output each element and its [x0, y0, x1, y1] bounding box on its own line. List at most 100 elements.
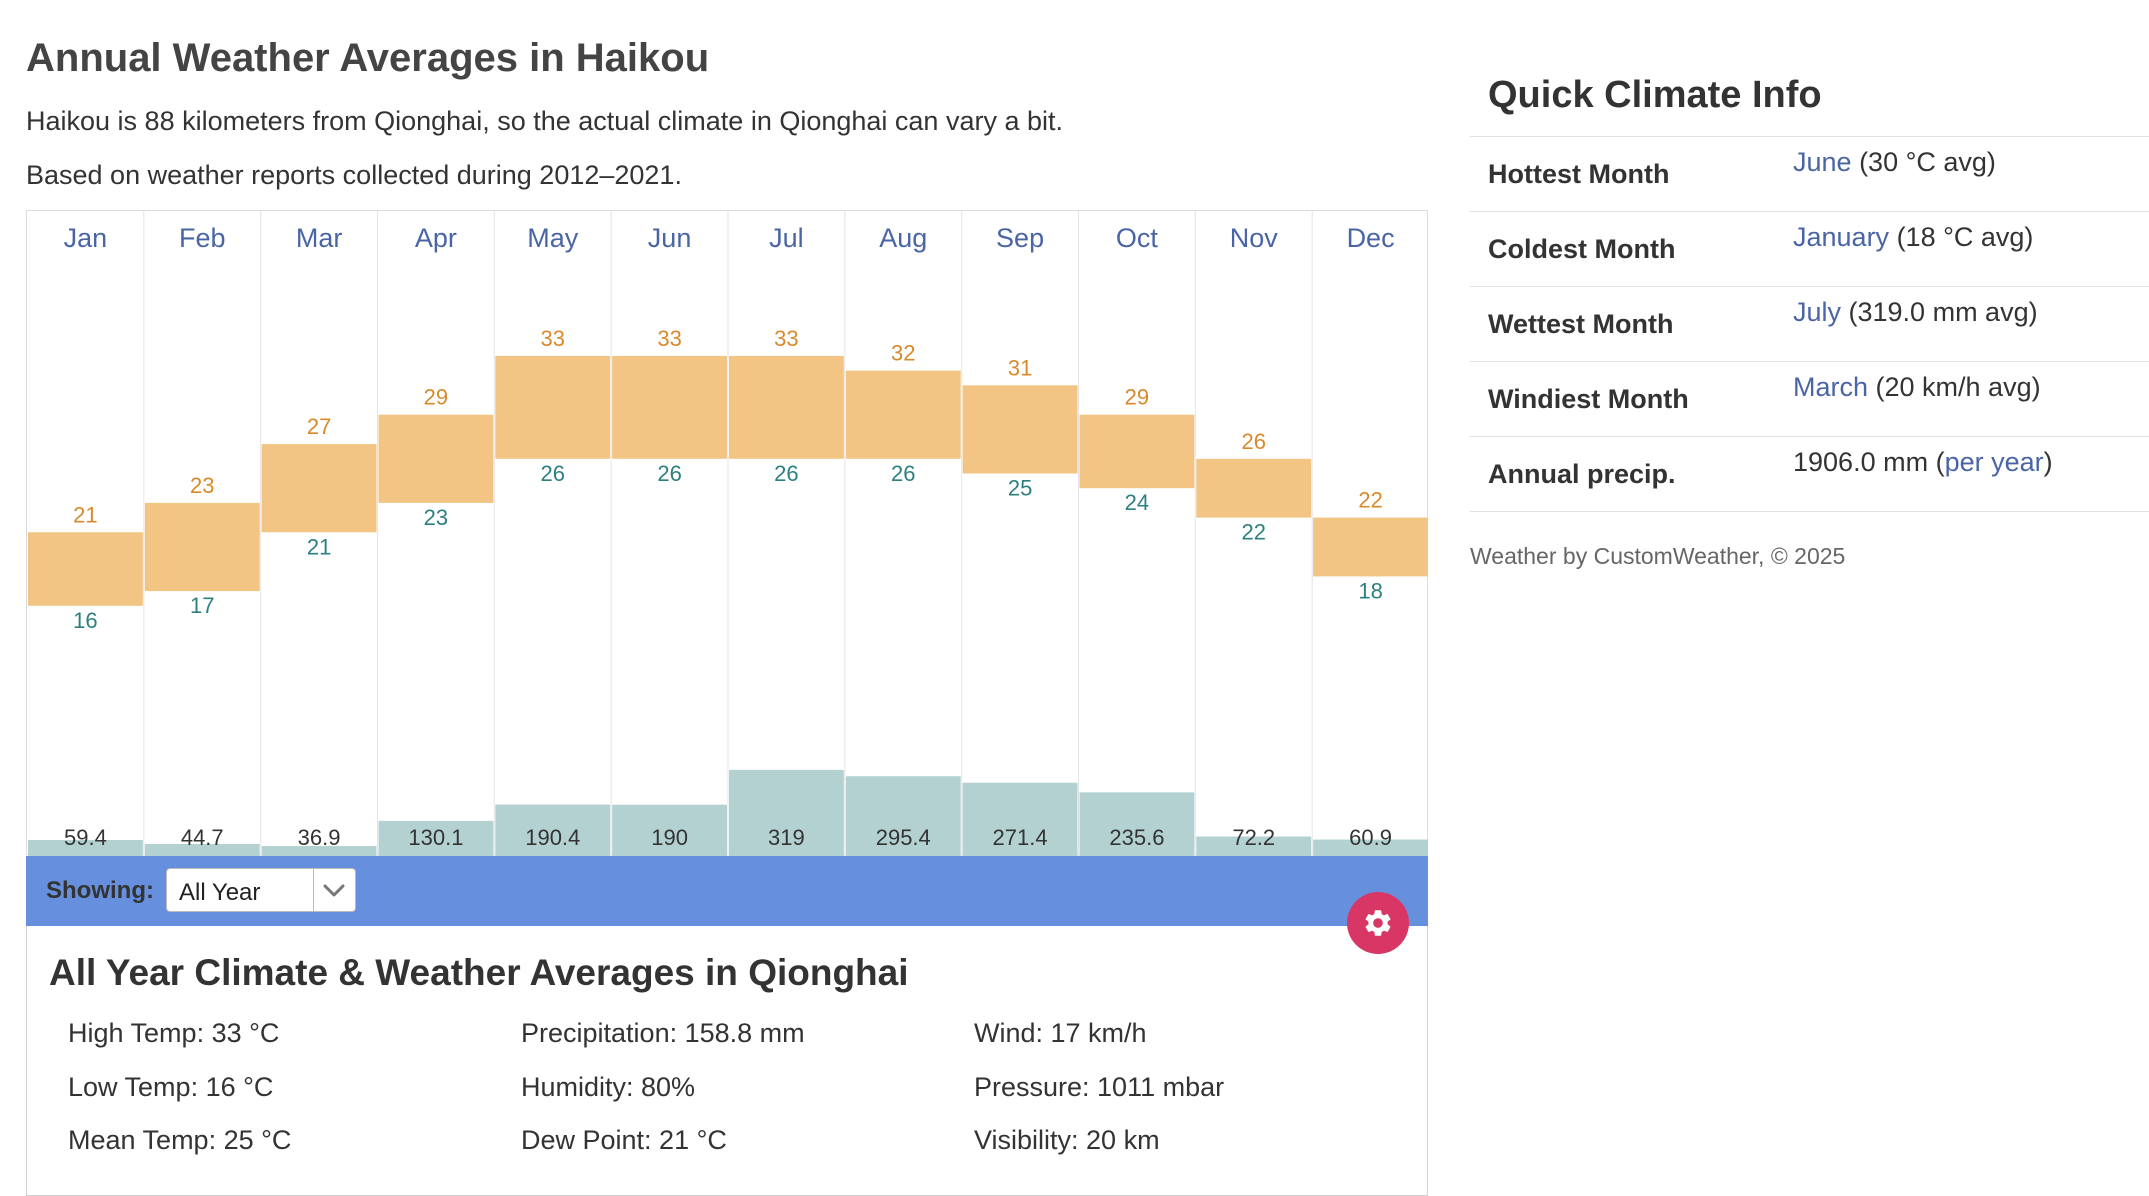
month-label: Jul — [769, 223, 804, 253]
hottest-month-link[interactable]: June — [1793, 147, 1852, 177]
temp-range-bar — [845, 370, 961, 459]
low-temp-label: 26 — [891, 461, 915, 486]
quick-row-label: Windiest Month — [1488, 384, 1689, 414]
high-temp-label: 21 — [73, 502, 97, 527]
wettest-month-link[interactable]: July — [1793, 297, 1842, 327]
page-title: Annual Weather Averages in Haikou — [26, 36, 710, 80]
precip-label: 44.7 — [181, 825, 224, 850]
annual-precip-value: 1906.0 mm ( — [1793, 447, 1945, 477]
month-label: Aug — [879, 223, 927, 253]
month-label: Jan — [64, 223, 108, 253]
precip-bar — [845, 776, 961, 856]
temp-range-bar — [495, 355, 611, 459]
quick-row-detail: (18 °C avg) — [1889, 222, 2034, 252]
stat-pressure: Pressure: 1011 mbar — [974, 1072, 1225, 1102]
low-temp-label: 22 — [1242, 520, 1266, 545]
temp-range-bar — [261, 444, 377, 533]
precip-label: 235.6 — [1109, 825, 1164, 850]
period-details-panel: All Year Climate & Weather Averages in Q… — [26, 926, 1428, 1196]
low-temp-label: 26 — [541, 461, 565, 486]
precip-label: 130.1 — [408, 825, 463, 850]
quick-climate-title: Quick Climate Info — [1488, 74, 1822, 116]
precip-label: 190 — [651, 825, 688, 850]
low-temp-label: 24 — [1125, 490, 1149, 515]
quick-row-value: January (18 °C avg) — [1793, 222, 2033, 253]
quick-row-coldest: Coldest Month January (18 °C avg) — [1470, 212, 2149, 287]
annual-precip-close: ) — [2043, 447, 2053, 477]
month-label: May — [527, 223, 579, 253]
month-label: Mar — [296, 223, 343, 253]
quick-row-value: 1906.0 mm (per year) — [1793, 447, 2053, 478]
gear-icon — [1365, 910, 1391, 936]
month-label: Apr — [415, 223, 457, 253]
quick-row-value: July (319.0 mm avg) — [1793, 297, 2038, 328]
low-temp-label: 26 — [774, 461, 798, 486]
stat-humidity: Humidity: 80% — [521, 1072, 696, 1102]
low-temp-label: 17 — [190, 593, 214, 618]
quick-row-value: June (30 °C avg) — [1793, 147, 1996, 178]
temp-range-bar — [729, 355, 844, 459]
quick-row-detail: (319.0 mm avg) — [1841, 297, 2038, 327]
low-temp-label: 18 — [1358, 578, 1382, 603]
showing-label: Showing: — [46, 877, 154, 904]
temp-range-bar — [378, 414, 494, 503]
low-temp-label: 23 — [424, 505, 448, 530]
quick-row-wettest: Wettest Month July (319.0 mm avg) — [1470, 287, 2149, 362]
high-temp-label: 33 — [541, 326, 565, 351]
month-label: Sep — [996, 223, 1044, 253]
precip-label: 295.4 — [876, 825, 931, 850]
month-label: Feb — [179, 223, 226, 253]
stat-mean-temp: Mean Temp: 25 °C — [68, 1125, 292, 1155]
quick-row-label: Annual precip. — [1488, 459, 1676, 489]
stat-low-temp: Low Temp: 16 °C — [68, 1072, 274, 1102]
high-temp-label: 33 — [774, 326, 798, 351]
quick-row-windiest: Windiest Month March (20 km/h avg) — [1470, 362, 2149, 437]
quick-row-annual-precip: Annual precip. 1906.0 mm (per year) — [1470, 437, 2149, 512]
stat-visibility: Visibility: 20 km — [974, 1125, 1160, 1155]
quick-row-detail: (20 km/h avg) — [1868, 372, 2041, 402]
precip-label: 72.2 — [1232, 825, 1275, 850]
quick-row-detail: (30 °C avg) — [1851, 147, 1996, 177]
precip-bar — [1313, 839, 1428, 856]
precip-label: 319 — [768, 825, 805, 850]
high-temp-label: 23 — [190, 473, 214, 498]
low-temp-label: 16 — [73, 608, 97, 633]
period-select[interactable]: All Year — [166, 868, 356, 912]
precip-bar — [378, 820, 494, 856]
temp-range-bar — [1079, 414, 1195, 489]
climate-chart-svg: Jan 21 16 59.4 Feb 23 17 44.7 Mar 27 21 36.9 Apr 29 23… — [28, 211, 1428, 856]
intro-period-text: Based on weather reports collected durin… — [26, 160, 682, 190]
precip-bar — [261, 846, 377, 856]
quick-climate-table: Hottest Month June (30 °C avg) Coldest M… — [1470, 136, 2149, 512]
quick-row-label: Hottest Month — [1488, 159, 1670, 189]
windiest-month-link[interactable]: March — [1793, 372, 1869, 402]
details-title: All Year Climate & Weather Averages in Q… — [49, 952, 909, 993]
precip-label: 190.4 — [525, 825, 580, 850]
temp-range-bar — [1313, 517, 1428, 577]
per-year-link[interactable]: per year — [1944, 447, 2044, 477]
low-temp-label: 21 — [307, 534, 331, 559]
high-temp-label: 26 — [1242, 429, 1266, 454]
high-temp-label: 31 — [1008, 355, 1032, 380]
settings-button[interactable] — [1347, 892, 1409, 954]
select-divider — [313, 869, 314, 911]
month-label: Nov — [1230, 223, 1279, 253]
precip-bar — [144, 843, 260, 856]
low-temp-label: 26 — [657, 461, 681, 486]
temp-range-bar — [612, 355, 727, 459]
climate-chart: Jan 21 16 59.4 Feb 23 17 44.7 Mar 27 21 36.9 Apr 29 23… — [26, 210, 1428, 856]
coldest-month-link[interactable]: January — [1793, 222, 1890, 252]
precip-bar — [612, 804, 727, 856]
temp-range-bar — [1196, 458, 1312, 518]
stat-wind: Wind: 17 km/h — [974, 1018, 1147, 1048]
temp-range-bar — [962, 385, 1078, 474]
high-temp-label: 33 — [657, 326, 681, 351]
month-label: Jun — [648, 223, 692, 253]
temp-range-bar — [144, 502, 260, 592]
quick-row-label: Coldest Month — [1488, 234, 1676, 264]
stat-precipitation: Precipitation: 158.8 mm — [521, 1018, 805, 1048]
temp-range-bar — [28, 532, 143, 606]
precip-bar — [729, 769, 844, 856]
precip-label: 271.4 — [993, 825, 1048, 850]
quick-row-hottest: Hottest Month June (30 °C avg) — [1470, 137, 2149, 212]
